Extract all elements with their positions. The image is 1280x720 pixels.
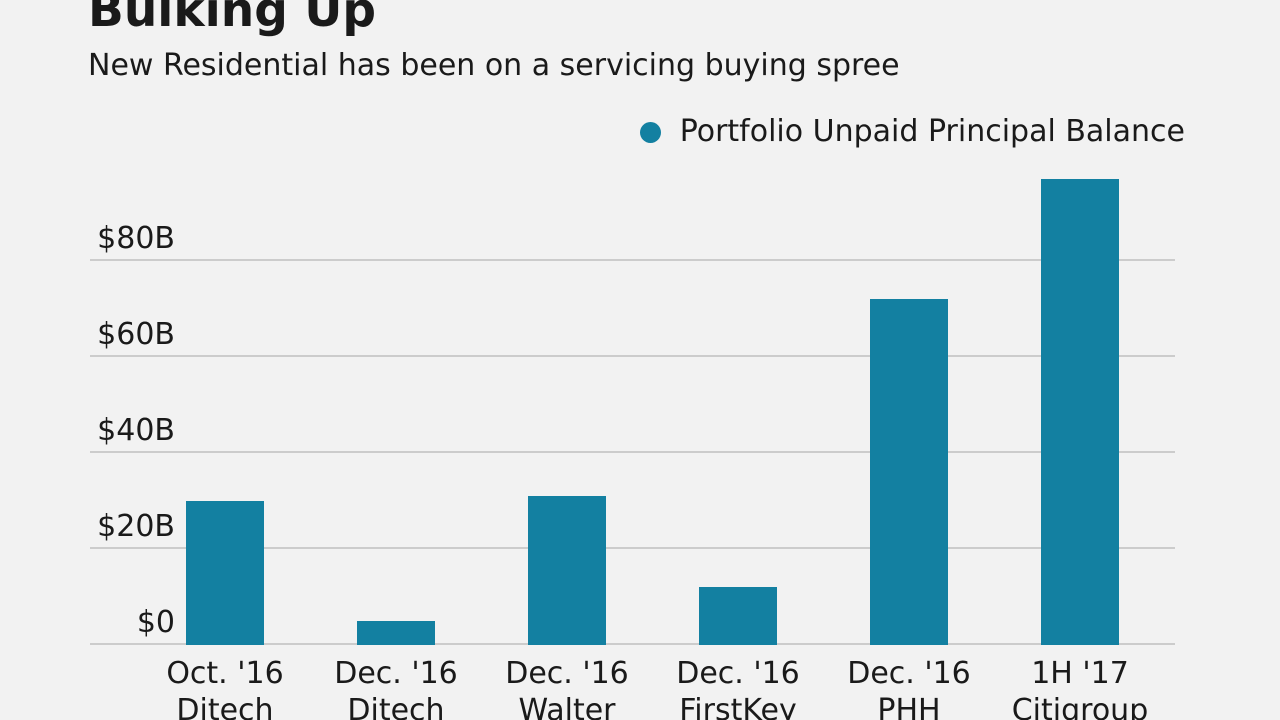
bar — [528, 496, 606, 645]
category-company: Ditech — [347, 693, 445, 720]
y-axis-tick-label: $20B — [97, 509, 175, 544]
bar — [699, 587, 777, 645]
legend: Portfolio Unpaid Principal Balance — [639, 114, 1185, 150]
chart-title: Bulking Up — [88, 0, 377, 38]
category-period: Dec. '16 — [847, 656, 971, 691]
bar — [357, 621, 435, 645]
x-axis-category-label: Oct. '16 Ditech — [135, 655, 315, 720]
category-period: Oct. '16 — [166, 656, 284, 691]
y-axis-tick-label: $60B — [97, 317, 175, 352]
category-period: Dec. '16 — [505, 656, 629, 691]
gridline — [90, 355, 1175, 357]
category-company: Ditech — [176, 693, 274, 720]
x-axis-category-label: Dec. '16 FirstKey — [648, 655, 828, 720]
legend-label: Portfolio Unpaid Principal Balance — [679, 114, 1185, 149]
category-period: 1H '17 — [1031, 656, 1129, 691]
chart-subtitle: New Residential has been on a servicing … — [88, 48, 900, 83]
x-axis-category-label: 1H '17 Citigroup — [990, 655, 1170, 720]
bar — [1041, 179, 1119, 645]
x-axis-category-label: Dec. '16 Walter — [477, 655, 657, 720]
bar — [186, 501, 264, 645]
category-company: FirstKey — [679, 693, 797, 720]
category-company: Walter — [518, 693, 616, 720]
y-axis-tick-label: $40B — [97, 413, 175, 448]
gridline — [90, 643, 1175, 645]
category-period: Dec. '16 — [334, 656, 458, 691]
category-period: Dec. '16 — [676, 656, 800, 691]
x-axis-category-label: Dec. '16 PHH — [819, 655, 999, 720]
y-axis-tick-label: $80B — [97, 221, 175, 256]
gridline — [90, 547, 1175, 549]
legend-dot-icon — [639, 121, 661, 143]
category-company: Citigroup — [1011, 693, 1149, 720]
category-company: PHH — [877, 693, 941, 720]
gridline — [90, 451, 1175, 453]
x-axis-category-label: Dec. '16 Ditech — [306, 655, 486, 720]
gridline — [90, 259, 1175, 261]
y-axis-tick-label: $0 — [136, 605, 175, 640]
bar — [870, 299, 948, 645]
